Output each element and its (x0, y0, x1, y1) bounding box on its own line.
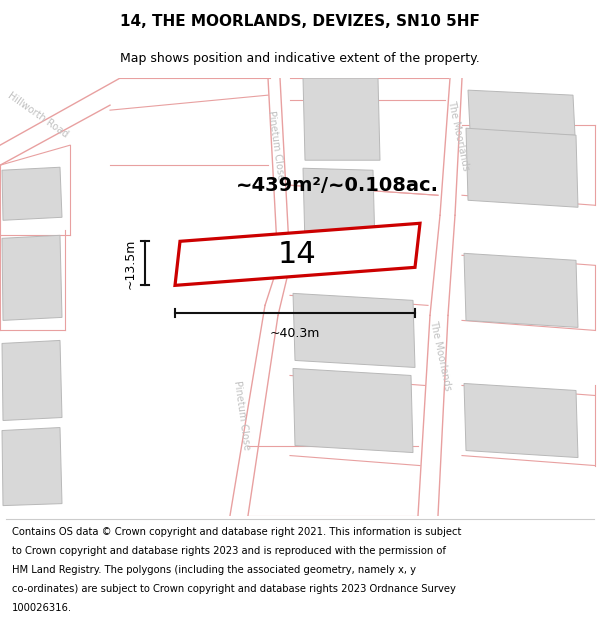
Text: 14: 14 (278, 240, 317, 269)
Polygon shape (293, 369, 413, 452)
Polygon shape (464, 384, 578, 458)
Text: to Crown copyright and database rights 2023 and is reproduced with the permissio: to Crown copyright and database rights 2… (12, 546, 446, 556)
Polygon shape (2, 428, 62, 506)
Text: Map shows position and indicative extent of the property.: Map shows position and indicative extent… (120, 52, 480, 65)
Text: Contains OS data © Crown copyright and database right 2021. This information is : Contains OS data © Crown copyright and d… (12, 526, 461, 536)
Polygon shape (2, 235, 62, 321)
Text: co-ordinates) are subject to Crown copyright and database rights 2023 Ordnance S: co-ordinates) are subject to Crown copyr… (12, 584, 456, 594)
Polygon shape (303, 78, 380, 160)
Text: The Moorlands: The Moorlands (428, 319, 452, 392)
Text: 100026316.: 100026316. (12, 603, 72, 613)
Text: 14, THE MOORLANDS, DEVIZES, SN10 5HF: 14, THE MOORLANDS, DEVIZES, SN10 5HF (120, 14, 480, 29)
Polygon shape (468, 90, 575, 135)
Text: ~439m²/~0.108ac.: ~439m²/~0.108ac. (236, 176, 439, 195)
Polygon shape (2, 168, 62, 220)
Polygon shape (466, 128, 578, 208)
Text: ~13.5m: ~13.5m (124, 238, 137, 289)
Text: Pinetum Close: Pinetum Close (266, 110, 286, 181)
Polygon shape (464, 253, 578, 328)
Text: Hillworth Road: Hillworth Road (6, 91, 70, 140)
Polygon shape (175, 223, 420, 286)
Polygon shape (2, 341, 62, 421)
Polygon shape (293, 293, 415, 368)
Text: ~40.3m: ~40.3m (270, 328, 320, 341)
Text: HM Land Registry. The polygons (including the associated geometry, namely x, y: HM Land Registry. The polygons (includin… (12, 565, 416, 575)
Polygon shape (303, 168, 375, 248)
Text: The Moorlands: The Moorlands (446, 99, 470, 171)
Text: Pinetum Close: Pinetum Close (232, 380, 252, 451)
